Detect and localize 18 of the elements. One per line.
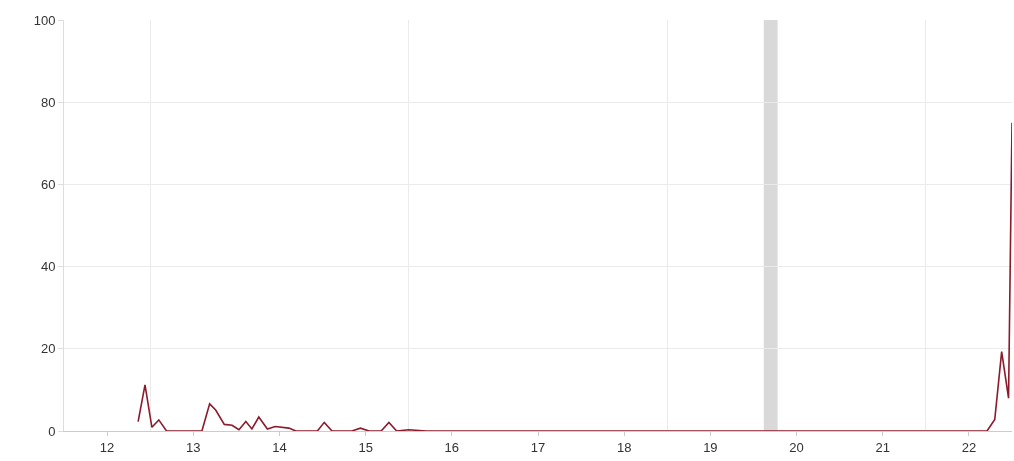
line-series <box>137 121 1012 431</box>
y-tick-label: 60 <box>40 176 56 192</box>
x-tick-label: 17 <box>530 439 546 455</box>
y-tick-label: 20 <box>40 341 56 357</box>
x-tick-label: 13 <box>186 439 201 455</box>
x-tick-label: 14 <box>272 439 287 455</box>
x-tick-label: 22 <box>961 439 977 455</box>
x-tick-label: 18 <box>616 439 632 455</box>
x-tick-label: 16 <box>444 439 460 455</box>
y-tick-label: 0 <box>48 423 56 439</box>
x-tick-label: 20 <box>789 439 804 455</box>
y-tick-label: 40 <box>40 259 56 275</box>
x-tick-label: 12 <box>99 439 115 455</box>
x-tick-label: 21 <box>875 439 890 455</box>
y-tick-label: 100 <box>33 12 56 28</box>
y-tick-label: 80 <box>40 94 56 110</box>
x-tick-label: 15 <box>358 439 373 455</box>
x-tick-label: 19 <box>703 439 718 455</box>
